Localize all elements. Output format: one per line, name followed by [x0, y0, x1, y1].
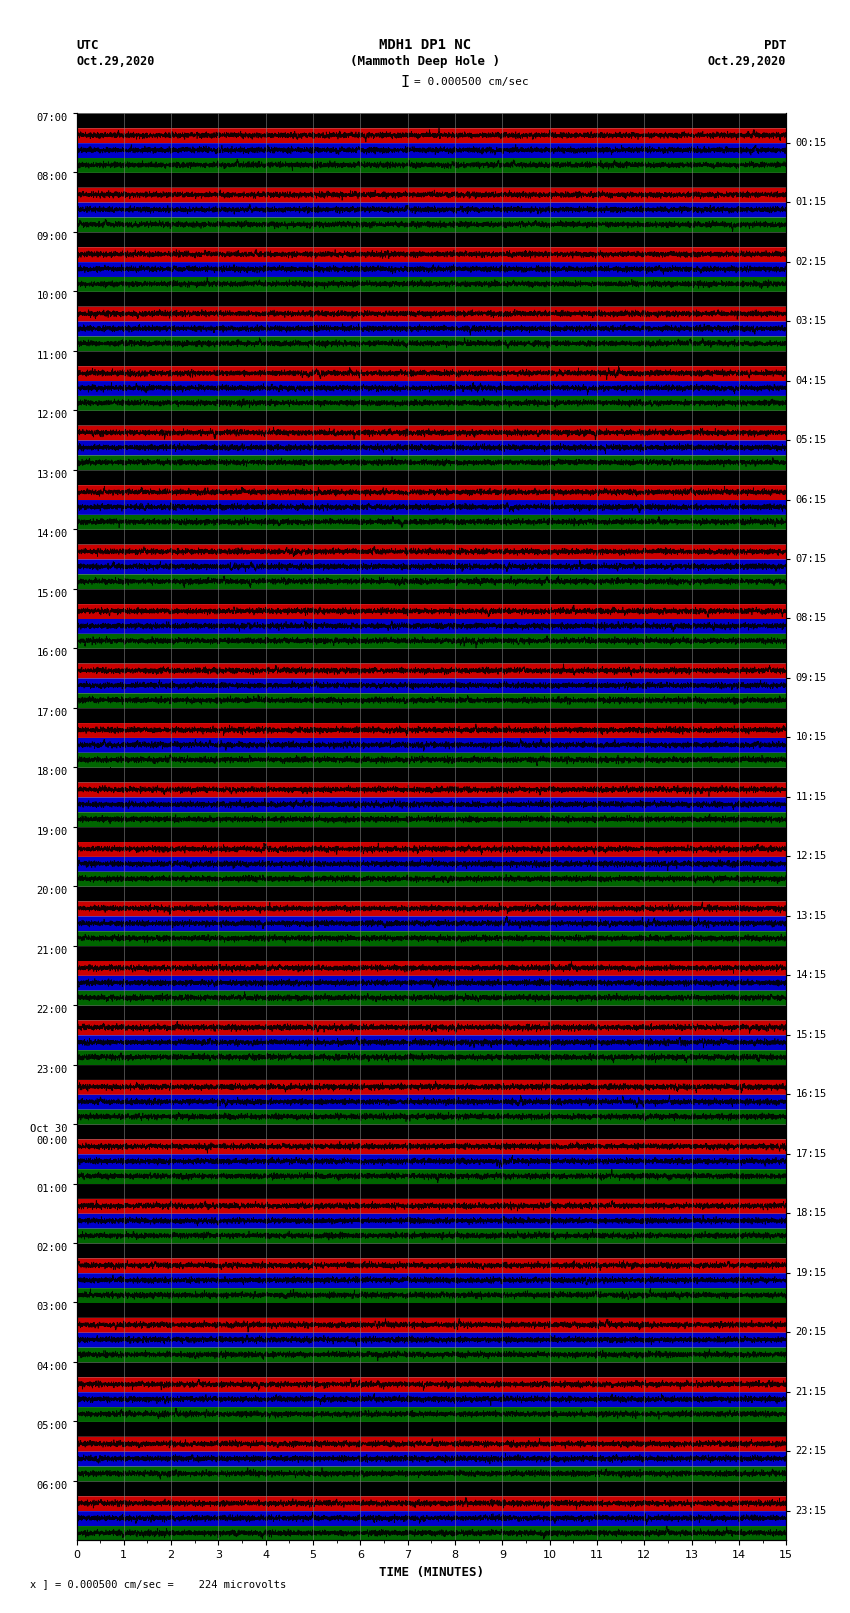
Text: Oct.29,2020: Oct.29,2020	[708, 55, 786, 68]
Text: Oct.29,2020: Oct.29,2020	[76, 55, 155, 68]
Text: I: I	[401, 74, 410, 90]
Text: PDT: PDT	[764, 39, 786, 52]
Text: x ] = 0.000500 cm/sec =    224 microvolts: x ] = 0.000500 cm/sec = 224 microvolts	[30, 1579, 286, 1589]
Text: (Mammoth Deep Hole ): (Mammoth Deep Hole )	[350, 55, 500, 68]
X-axis label: TIME (MINUTES): TIME (MINUTES)	[379, 1566, 484, 1579]
Text: = 0.000500 cm/sec: = 0.000500 cm/sec	[414, 77, 529, 87]
Text: UTC: UTC	[76, 39, 99, 52]
Text: MDH1 DP1 NC: MDH1 DP1 NC	[379, 37, 471, 52]
